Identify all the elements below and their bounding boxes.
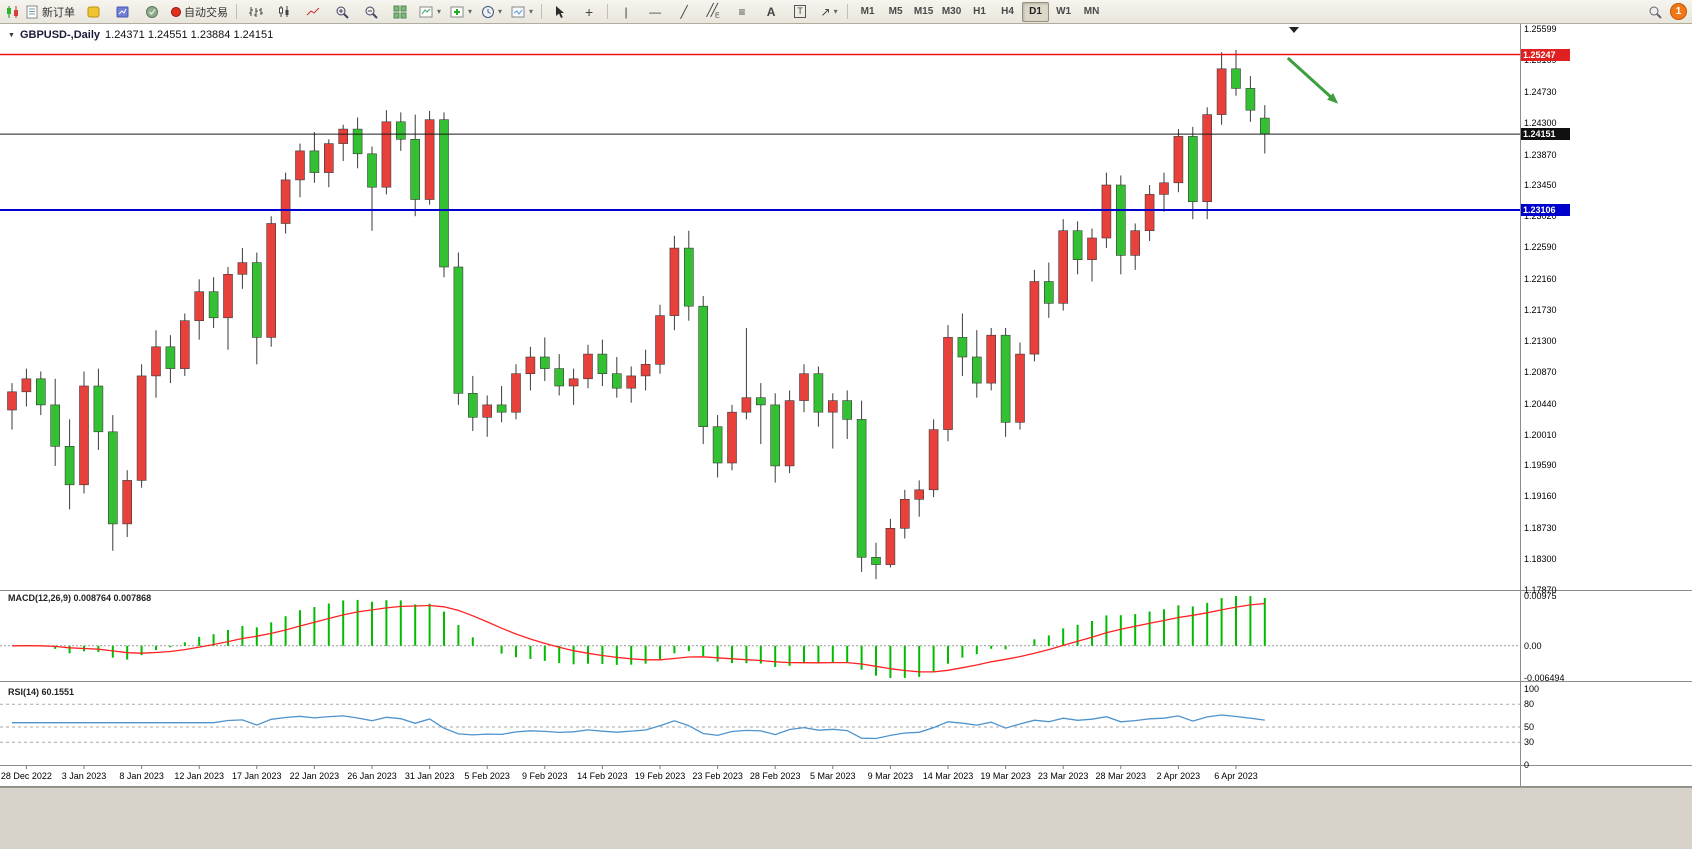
channel-tool-button[interactable]: ╱╱E xyxy=(699,1,727,23)
line-chart-icon xyxy=(306,5,320,18)
arrows-tool-button[interactable]: ↗ ▾ xyxy=(815,1,843,23)
zoom-in-button[interactable] xyxy=(328,1,356,23)
template-chart-icon xyxy=(511,5,526,19)
horizontal-line-tool-button[interactable]: — xyxy=(641,1,669,23)
crosshair-icon: + xyxy=(584,3,594,20)
chevron-down-icon: ▾ xyxy=(437,7,442,16)
app-logo-icon xyxy=(5,4,21,20)
horizontal-line-icon: — xyxy=(649,4,662,19)
search-icon xyxy=(1648,5,1662,19)
timeframe-button-d1[interactable]: D1 xyxy=(1022,1,1050,22)
new-order-button[interactable]: 新订单 xyxy=(22,1,79,23)
fibonacci-tool-button[interactable]: ≡ xyxy=(728,1,756,23)
cursor-icon xyxy=(554,5,566,19)
terminal-icon xyxy=(116,5,130,19)
timeframe-toolbar: M1 M5 M15 M30 H1 H4 D1 W1 MN xyxy=(854,1,1105,22)
text-tool-icon: A xyxy=(766,4,776,19)
periods-button[interactable]: ▾ xyxy=(477,1,506,23)
zoom-out-icon xyxy=(364,5,378,19)
new-order-icon xyxy=(26,5,39,19)
arrow-tool-icon: ↗ xyxy=(820,4,831,19)
metaeditor-icon xyxy=(87,5,101,19)
metaeditor-button[interactable] xyxy=(80,1,108,23)
indicators-button[interactable]: ▾ xyxy=(446,1,476,23)
vertical-line-icon: | xyxy=(624,4,628,19)
zoom-out-button[interactable] xyxy=(357,1,385,23)
chevron-down-icon: ▾ xyxy=(498,7,503,16)
tile-windows-icon xyxy=(393,5,407,19)
indicators-icon xyxy=(450,5,465,19)
timeframe-button-h4[interactable]: H4 xyxy=(1001,6,1014,17)
tile-windows-button[interactable] xyxy=(386,1,414,23)
timeframe-button-m1[interactable]: M1 xyxy=(860,6,875,17)
zoom-in-icon xyxy=(335,5,349,19)
toolbar-separator xyxy=(607,4,609,19)
toolbar-separator xyxy=(541,4,543,19)
notification-badge[interactable]: 1 xyxy=(1670,3,1687,20)
chevron-down-icon: ▾ xyxy=(468,7,473,16)
bar-chart-icon xyxy=(248,5,263,18)
label-tool-icon: T xyxy=(794,5,806,18)
chevron-down-icon: ▾ xyxy=(529,7,534,16)
text-tool-button[interactable]: A xyxy=(757,1,785,23)
terminal-button[interactable] xyxy=(109,1,137,23)
timeframe-button-m15[interactable]: M15 xyxy=(913,6,934,17)
timeframe-button-h1[interactable]: H1 xyxy=(973,6,986,17)
toolbar-separator xyxy=(236,4,237,19)
cursor-tool-button[interactable] xyxy=(546,1,574,23)
line-chart-button[interactable] xyxy=(299,1,327,23)
toolbar-separator xyxy=(847,4,849,19)
trendline-icon: ╱ xyxy=(680,4,688,19)
crosshair-tool-button[interactable]: + xyxy=(575,1,603,23)
timeframe-button-mn[interactable]: MN xyxy=(1083,6,1100,17)
search-button[interactable] xyxy=(1641,1,1669,23)
new-chart-button[interactable]: ▾ xyxy=(415,1,445,23)
clock-icon xyxy=(481,5,495,19)
bar-chart-button[interactable] xyxy=(241,1,269,23)
vertical-line-tool-button[interactable]: | xyxy=(612,1,640,23)
templates-button[interactable]: ▾ xyxy=(507,1,537,23)
equidistant-channel-icon: ╱╱E xyxy=(706,2,720,20)
candlestick-chart-icon xyxy=(277,5,291,18)
label-tool-button[interactable]: T xyxy=(786,1,814,23)
new-chart-icon xyxy=(419,5,434,19)
timeframe-button-m5[interactable]: M5 xyxy=(888,6,903,17)
timeframe-button-w1[interactable]: W1 xyxy=(1056,6,1072,17)
new-order-label: 新订单 xyxy=(42,6,75,19)
status-strip xyxy=(0,787,1692,849)
chevron-down-icon: ▾ xyxy=(833,7,838,16)
strategy-tester-icon xyxy=(145,5,159,19)
strategy-tester-button[interactable] xyxy=(138,1,166,23)
trendline-tool-button[interactable]: ╱ xyxy=(670,1,698,23)
autotrading-status-icon xyxy=(171,6,181,17)
timeframe-button-m30[interactable]: M30 xyxy=(941,6,962,17)
main-toolbar: 新订单 自动交易 xyxy=(0,0,1692,24)
autotrading-button[interactable]: 自动交易 xyxy=(167,1,232,23)
autotrading-label: 自动交易 xyxy=(184,6,228,19)
candlestick-chart-button[interactable] xyxy=(270,1,298,23)
fibonacci-icon: ≡ xyxy=(738,4,746,19)
